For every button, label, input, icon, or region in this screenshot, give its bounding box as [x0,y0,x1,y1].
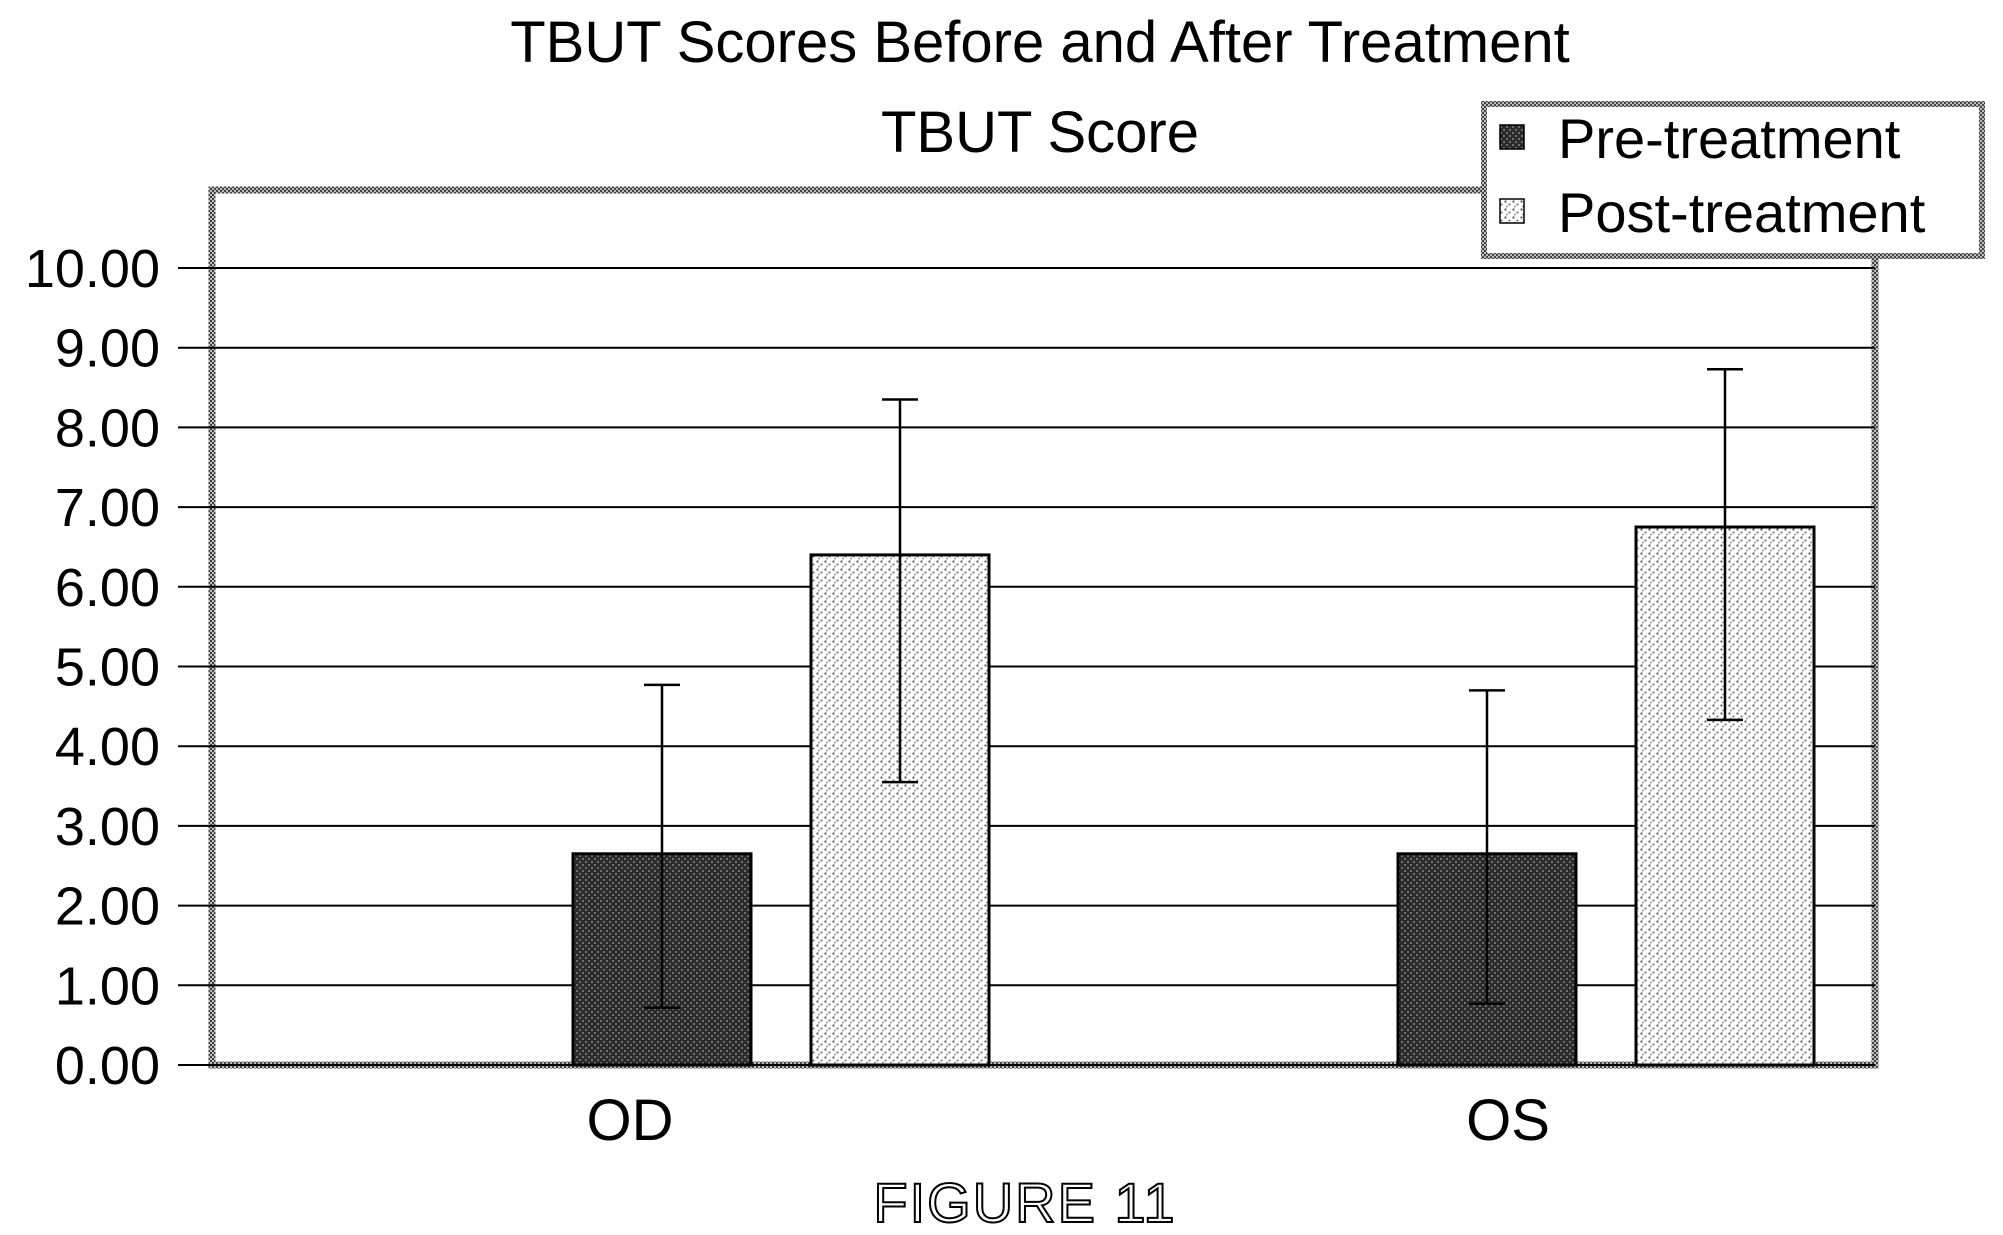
legend: Pre-treatment Post-treatment [1481,101,1985,259]
chart-subtitle: TBUT Score [881,100,1199,165]
y-tick-label: 5.00 [55,638,160,698]
figure-caption: FIGURE 11 [873,1171,1176,1234]
y-tick-label: 2.00 [55,877,160,937]
y-tick-label: 0.00 [55,1036,160,1096]
y-tick-label: 8.00 [55,398,160,458]
y-tick-label: 10.00 [25,239,160,299]
chart-title: TBUT Scores Before and After Treatment [510,10,1570,75]
bar-post-treatment-os [1634,525,1816,1067]
x-category-label-od: OD [587,1088,674,1153]
plot-area: 0.00 1.00 2.00 3.00 4.00 5.00 6.00 7.00 8.00 9.00… [25,186,1879,1153]
y-tick-label: 7.00 [55,478,160,538]
legend-label-pre-treatment: Pre-treatment [1558,107,1901,170]
y-tick-label: 1.00 [55,956,160,1016]
y-tick-label: 4.00 [55,717,160,777]
x-category-label-os: OS [1466,1088,1550,1153]
legend-label-post-treatment: Post-treatment [1558,181,1926,244]
legend-swatch-pre-treatment [1499,124,1525,150]
legend-swatch-post-treatment [1499,198,1525,224]
y-tick-label: 9.00 [55,319,160,379]
y-tick-label: 6.00 [55,558,160,618]
legend-box [1481,101,1985,259]
y-tick-label: 3.00 [55,797,160,857]
plot-frame [208,186,1879,1069]
